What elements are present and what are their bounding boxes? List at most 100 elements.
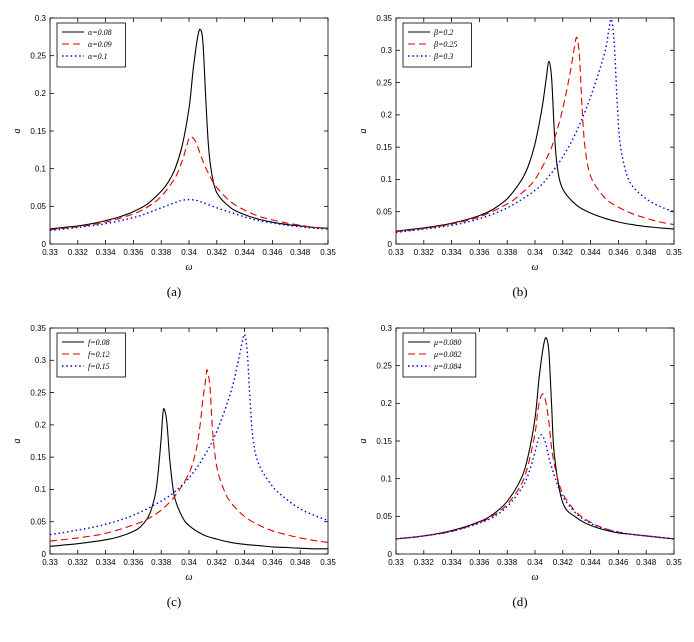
- series-group: [395, 337, 675, 540]
- legend-label-0: β=0.2: [433, 28, 453, 37]
- x-tick-label: 0.342: [553, 558, 574, 567]
- subplot-b: 0.33 0.332 0.334 0.336 0.338 0.34 0.342 0.344 0.…: [354, 8, 686, 300]
- chart-a: 0.33 0.332 0.334 0.336 0.338 0.34 0.342 0.344 0.…: [12, 14, 336, 273]
- y-tick-label: 0.05: [376, 208, 392, 217]
- y-tick-label: 0.05: [376, 512, 392, 521]
- series-line-0: [49, 28, 329, 230]
- y-tick-label: 0.05: [30, 518, 46, 527]
- legend-label-0: f=0.08: [88, 338, 110, 347]
- y-tick-label: 0.2: [381, 111, 393, 120]
- x-tick-label: 0.348: [290, 558, 311, 567]
- x-axis-label: ω: [185, 262, 192, 273]
- legend-label-1: μ=0.082: [433, 350, 461, 359]
- legend-box: [56, 22, 126, 68]
- y-tick-label: 0.15: [30, 127, 46, 136]
- x-tick-label: 0.336: [469, 558, 490, 567]
- legend-label-1: α=0.09: [88, 40, 112, 49]
- subplot-c: 0.33 0.332 0.334 0.336 0.338 0.34 0.342 0.344 0.…: [8, 318, 340, 610]
- legend-label-0: α=0.08: [88, 28, 112, 37]
- y-axis-label: a: [12, 129, 23, 134]
- y-tick-label: 0.3: [35, 14, 47, 23]
- x-tick-label: 0.35: [320, 558, 336, 567]
- y-tick-label: 0: [388, 550, 393, 559]
- x-tick-label: 0.338: [497, 558, 518, 567]
- series-line-1: [395, 393, 675, 540]
- y-tick-label: 0.35: [30, 324, 46, 333]
- y-tick-label: 0.2: [35, 421, 47, 430]
- axis-ticks: 0.33 0.332 0.334 0.336 0.338 0.34 0.342 0.344 0.…: [30, 14, 336, 257]
- x-tick-label: 0.34: [527, 558, 543, 567]
- x-axis-label: ω: [531, 262, 538, 273]
- x-tick-label: 0.338: [151, 558, 172, 567]
- y-axis-label: a: [358, 129, 369, 134]
- caption-b: (b): [512, 284, 528, 299]
- legend-label-0: μ=0.080: [433, 338, 461, 347]
- y-tick-label: 0: [42, 240, 47, 249]
- x-tick-label: 0.348: [636, 558, 657, 567]
- x-tick-label: 0.334: [96, 248, 117, 257]
- x-tick-label: 0.332: [414, 558, 435, 567]
- x-tick-label: 0.334: [442, 248, 463, 257]
- series-group: [395, 18, 675, 234]
- series-group: [49, 333, 329, 550]
- x-tick-label: 0.336: [123, 248, 144, 257]
- x-tick-label: 0.332: [68, 558, 89, 567]
- x-tick-label: 0.33: [388, 248, 404, 257]
- x-tick-label: 0.342: [207, 248, 228, 257]
- x-tick-label: 0.332: [414, 248, 435, 257]
- y-tick-label: 0.3: [381, 46, 393, 55]
- chart-d: 0.33 0.332 0.334 0.336 0.338 0.34 0.342 0.344 0.…: [358, 324, 682, 583]
- x-tick-label: 0.346: [608, 558, 629, 567]
- chart-c: 0.33 0.332 0.334 0.336 0.338 0.34 0.342 0.344 0.…: [12, 324, 336, 583]
- series-line-2: [395, 434, 675, 540]
- y-tick-label: 0.2: [35, 89, 47, 98]
- x-tick-label: 0.348: [290, 248, 311, 257]
- x-tick-label: 0.33: [42, 558, 58, 567]
- x-tick-label: 0.348: [636, 248, 657, 257]
- caption-d: (d): [512, 594, 528, 609]
- x-tick-label: 0.34: [181, 558, 197, 567]
- x-tick-label: 0.34: [527, 248, 543, 257]
- x-tick-label: 0.346: [262, 248, 283, 257]
- x-tick-label: 0.334: [96, 558, 117, 567]
- y-tick-label: 0.2: [381, 399, 393, 408]
- legend: f=0.08 f=0.12 f=0.15: [56, 332, 126, 378]
- legend-label-1: β=0.25: [433, 40, 457, 49]
- legend-box: [402, 332, 477, 378]
- y-tick-label: 0.1: [35, 164, 47, 173]
- x-axis-label: ω: [185, 572, 192, 583]
- x-tick-label: 0.342: [553, 248, 574, 257]
- subplot-a: 0.33 0.332 0.334 0.336 0.338 0.34 0.342 0.344 0.…: [8, 8, 340, 300]
- x-tick-label: 0.33: [42, 248, 58, 257]
- x-tick-label: 0.33: [388, 558, 404, 567]
- x-tick-label: 0.338: [497, 248, 518, 257]
- x-tick-label: 0.342: [207, 558, 228, 567]
- y-tick-label: 0.25: [30, 388, 46, 397]
- y-axis-label: a: [358, 439, 369, 444]
- x-tick-label: 0.334: [442, 558, 463, 567]
- legend-box: [402, 22, 472, 68]
- y-tick-label: 0.1: [35, 485, 47, 494]
- x-tick-label: 0.344: [581, 558, 602, 567]
- x-tick-label: 0.346: [262, 558, 283, 567]
- y-tick-label: 0.35: [376, 14, 392, 23]
- y-tick-label: 0: [388, 240, 393, 249]
- y-tick-label: 0.25: [376, 78, 392, 87]
- figure-grid: 0.33 0.332 0.334 0.336 0.338 0.34 0.342 0.344 0.…: [8, 8, 686, 610]
- y-tick-label: 0.15: [30, 453, 46, 462]
- series-line-1: [49, 369, 329, 543]
- legend: α=0.08 α=0.09 α=0.1: [56, 22, 126, 68]
- y-tick-label: 0.1: [381, 474, 393, 483]
- x-tick-label: 0.338: [151, 248, 172, 257]
- axis-ticks: 0.33 0.332 0.334 0.336 0.338 0.34 0.342 0.344 0.…: [376, 14, 682, 257]
- caption-a: (a): [166, 284, 182, 299]
- legend-label-1: f=0.12: [88, 350, 110, 359]
- series-line-0: [395, 337, 675, 540]
- x-tick-label: 0.35: [666, 248, 682, 257]
- axis-ticks: 0.33 0.332 0.334 0.336 0.338 0.34 0.342 0.344 0.…: [30, 324, 336, 567]
- y-tick-label: 0.15: [376, 143, 392, 152]
- x-tick-label: 0.346: [608, 248, 629, 257]
- series-line-0: [49, 408, 329, 550]
- legend-label-2: α=0.1: [88, 52, 108, 61]
- y-tick-label: 0: [42, 550, 47, 559]
